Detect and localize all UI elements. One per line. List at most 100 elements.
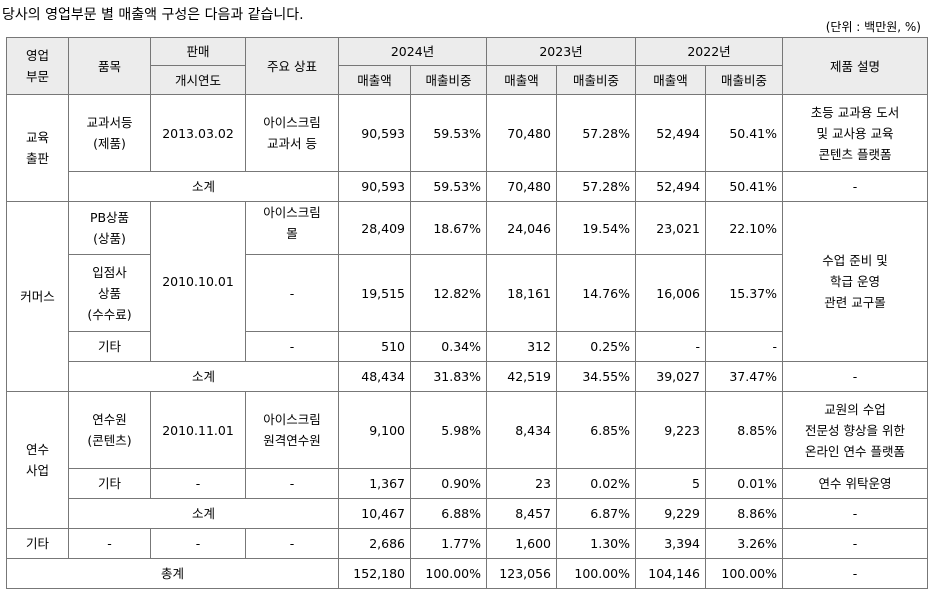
brand-cell: 아이스크림 교과서 등 [245,94,339,172]
description-cell: 초등 교과용 도서 및 교사용 교육 콘텐츠 플랫폼 [782,94,928,172]
value-cell: 123,056 [486,558,557,589]
value-cell: 2,686 [338,528,411,559]
segment-cell: 연수 사업 [6,391,69,529]
header-sales-2024: 매출액 [338,65,411,95]
header-ratio-2023: 매출비중 [556,65,636,95]
total-label: 총계 [6,558,339,589]
header-description: 제품 설명 [782,37,928,95]
value-cell: 5 [635,468,706,499]
description-cell: - [782,361,928,392]
value-cell: 70,480 [486,171,557,202]
value-cell: 19.54% [556,201,636,255]
table-row: 입점사 상품 (수수료) - 19,515 12.82% 18,161 14.7… [7,254,928,332]
value-cell: 10,467 [338,498,411,529]
value-cell: 8,434 [486,391,557,469]
launch-cell: 2010.11.01 [150,391,246,469]
header-year-2023: 2023년 [486,37,636,66]
subtotal-row: 소계 48,434 31.83% 42,519 34.55% 39,027 37… [7,361,928,392]
value-cell: 50.41% [705,94,783,172]
brand-cell: 아이스크림 몰 [245,201,339,255]
value-cell: 312 [486,331,557,362]
item-cell: 연수원 (콘텐츠) [68,391,151,469]
subtotal-label: 소계 [68,361,339,392]
launch-cell: 2013.03.02 [150,94,246,172]
value-cell: - [705,331,783,362]
brand-cell: - [245,468,339,499]
header-launch-top: 판매 [150,37,246,66]
value-cell: 0.34% [410,331,487,362]
value-cell: 9,100 [338,391,411,469]
header-ratio-2022: 매출비중 [705,65,783,95]
value-cell: 42,519 [486,361,557,392]
value-cell: 70,480 [486,94,557,172]
value-cell: 100.00% [556,558,636,589]
value-cell: 3,394 [635,528,706,559]
value-cell: 510 [338,331,411,362]
value-cell: 1,367 [338,468,411,499]
subtotal-label: 소계 [68,498,339,529]
value-cell: 6.88% [410,498,487,529]
unit-note: (단위 : 백만원, %) [825,20,921,34]
table-row: 기타 - - 1,367 0.90% 23 0.02% 5 0.01% 연수 위… [7,468,928,499]
sales-composition-table: 영업 부문 품목 판매 주요 상표 2024년 2023년 2022년 제품 설… [6,37,928,589]
value-cell: 90,593 [338,94,411,172]
value-cell: 104,146 [635,558,706,589]
value-cell: 15.37% [705,254,783,332]
description-cell: - [782,171,928,202]
value-cell: 6.87% [556,498,636,529]
value-cell: 16,006 [635,254,706,332]
value-cell: 39,027 [635,361,706,392]
intro-text: 당사의 영업부문 별 매출액 구성은 다음과 같습니다. [2,7,304,23]
value-cell: 8,457 [486,498,557,529]
value-cell: 152,180 [338,558,411,589]
header-row-bottom: 개시연도 매출액 매출비중 매출액 매출비중 매출액 매출비중 [7,65,928,95]
value-cell: 8.85% [705,391,783,469]
value-cell: 22.10% [705,201,783,255]
brand-cell: - [245,331,339,362]
description-cell: - [782,498,928,529]
launch-cell: 2010.10.01 [150,201,246,362]
launch-cell: - [150,528,246,559]
header-brand: 주요 상표 [245,37,339,95]
description-cell: - [782,528,928,559]
value-cell: 52,494 [635,94,706,172]
segment-cell: 기타 [6,528,69,559]
header-segment: 영업 부문 [6,37,69,95]
header-launch-bottom: 개시연도 [150,65,246,95]
value-cell: 0.02% [556,468,636,499]
value-cell: 57.28% [556,171,636,202]
value-cell: 90,593 [338,171,411,202]
brand-cell: - [245,528,339,559]
value-cell: 1.77% [410,528,487,559]
table-row: 교육 출판 교과서등 (제품) 2013.03.02 아이스크림 교과서 등 9… [6,94,928,202]
value-cell: 18,161 [486,254,557,332]
value-cell: 28,409 [338,201,411,255]
value-cell: 50.41% [705,171,783,202]
value-cell: 0.90% [410,468,487,499]
value-cell: 6.85% [556,391,636,469]
subtotal-row: 소계 90,593 59.53% 70,480 57.28% 52,494 50… [7,171,928,202]
description-cell: 교원의 수업 전문성 향상을 위한 온라인 연수 플랫폼 [782,391,928,469]
value-cell: 0.25% [556,331,636,362]
segment-cell: 커머스 [6,201,69,392]
subtotal-label: 소계 [68,171,339,202]
value-cell: 1.30% [556,528,636,559]
segment-cell: 교육 출판 [6,94,69,202]
brand-cell: - [245,254,339,332]
value-cell: 9,223 [635,391,706,469]
table-row: 커머스 PB상품 (상품) 2010.10.01 아이스크림 몰 28,409 … [6,201,928,392]
item-cell: 입점사 상품 (수수료) [68,254,151,332]
value-cell: 59.53% [410,94,487,172]
value-cell: 57.28% [556,94,636,172]
value-cell: 59.53% [410,171,487,202]
item-cell: - [68,528,151,559]
item-cell: 교과서등 (제품) [68,94,151,172]
value-cell: 37.47% [705,361,783,392]
value-cell: 5.98% [410,391,487,469]
value-cell: 23 [486,468,557,499]
value-cell: 14.76% [556,254,636,332]
value-cell: 18.67% [410,201,487,255]
header-year-2024: 2024년 [338,37,487,66]
value-cell: 100.00% [705,558,783,589]
value-cell: 8.86% [705,498,783,529]
